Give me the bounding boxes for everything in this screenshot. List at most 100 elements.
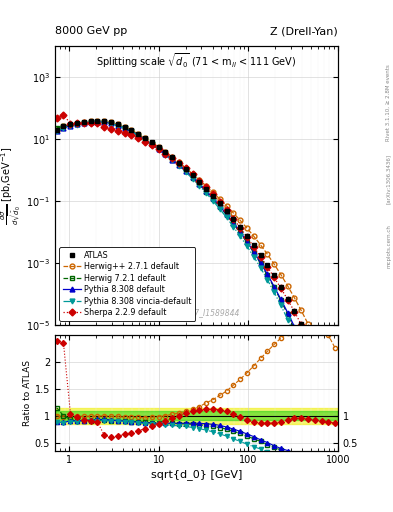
Line: Sherpa 2.2.9 default: Sherpa 2.2.9 default xyxy=(54,112,338,404)
Pythia 8.308 default xyxy=(319,387,324,393)
Herwig 7.2.1 default xyxy=(306,357,310,363)
Pythia 8.308 vincia-default xyxy=(61,125,66,131)
Sherpa 2.2.9 default xyxy=(265,264,270,270)
Herwig++ 2.7.1 default xyxy=(326,367,331,373)
Pythia 8.308 default xyxy=(306,354,310,360)
Sherpa 2.2.9 default xyxy=(163,151,168,157)
Sherpa 2.2.9 default xyxy=(68,121,73,127)
Herwig 7.2.1 default xyxy=(61,123,66,130)
Pythia 8.308 default xyxy=(299,338,303,345)
Herwig 7.2.1 default xyxy=(170,157,174,163)
Sherpa 2.2.9 default xyxy=(177,160,182,166)
Pythia 8.308 vincia-default xyxy=(326,417,331,423)
Pythia 8.308 vincia-default xyxy=(75,121,79,127)
Pythia 8.308 vincia-default xyxy=(258,265,263,271)
Herwig 7.2.1 default xyxy=(156,146,161,152)
Pythia 8.308 vincia-default xyxy=(272,289,276,295)
Pythia 8.308 vincia-default xyxy=(129,129,134,135)
Herwig 7.2.1 default xyxy=(285,311,290,317)
Pythia 8.308 default xyxy=(116,122,120,129)
Herwig++ 2.7.1 default xyxy=(136,131,141,137)
Herwig++ 2.7.1 default xyxy=(184,165,188,171)
Pythia 8.308 default xyxy=(170,157,174,163)
ATLAS xyxy=(163,149,168,155)
Herwig 7.2.1 default xyxy=(265,272,270,279)
Herwig++ 2.7.1 default xyxy=(177,159,182,165)
Pythia 8.308 default xyxy=(82,120,86,126)
Line: Herwig++ 2.7.1 default: Herwig++ 2.7.1 default xyxy=(54,119,338,391)
Herwig++ 2.7.1 default xyxy=(143,135,147,141)
Sherpa 2.2.9 default xyxy=(299,322,303,328)
Herwig++ 2.7.1 default xyxy=(170,154,174,160)
Pythia 8.308 default xyxy=(156,146,161,152)
Legend: ATLAS, Herwig++ 2.7.1 default, Herwig 7.2.1 default, Pythia 8.308 default, Pythi: ATLAS, Herwig++ 2.7.1 default, Herwig 7.… xyxy=(59,247,195,321)
ATLAS xyxy=(75,120,79,126)
Herwig++ 2.7.1 default xyxy=(333,386,338,392)
ATLAS xyxy=(231,216,236,222)
Pythia 8.308 default xyxy=(177,162,182,168)
Herwig 7.2.1 default xyxy=(244,239,249,245)
ATLAS xyxy=(333,396,338,402)
Sherpa 2.2.9 default xyxy=(136,135,141,141)
Herwig++ 2.7.1 default xyxy=(279,271,283,278)
Pythia 8.308 vincia-default xyxy=(279,302,283,308)
Line: Herwig 7.2.1 default: Herwig 7.2.1 default xyxy=(54,120,338,435)
Pythia 8.308 default xyxy=(211,195,215,201)
ATLAS xyxy=(88,118,93,124)
Herwig 7.2.1 default xyxy=(224,212,229,218)
Herwig++ 2.7.1 default xyxy=(312,335,317,342)
Herwig++ 2.7.1 default xyxy=(156,144,161,150)
Pythia 8.308 default xyxy=(184,168,188,174)
Herwig++ 2.7.1 default xyxy=(265,251,270,257)
Pythia 8.308 vincia-default xyxy=(333,437,338,443)
Pythia 8.308 vincia-default xyxy=(82,120,86,126)
Sherpa 2.2.9 default xyxy=(170,155,174,161)
Pythia 8.308 default xyxy=(197,181,202,187)
Herwig 7.2.1 default xyxy=(333,429,338,435)
Herwig 7.2.1 default xyxy=(75,121,79,127)
Sherpa 2.2.9 default xyxy=(156,146,161,152)
Bar xyxy=(55,412,338,420)
Herwig 7.2.1 default xyxy=(326,409,331,415)
ATLAS xyxy=(116,121,120,127)
Sherpa 2.2.9 default xyxy=(319,365,324,371)
Pythia 8.308 vincia-default xyxy=(238,233,242,239)
Pythia 8.308 vincia-default xyxy=(299,346,303,352)
Pythia 8.308 default xyxy=(265,271,270,277)
Herwig 7.2.1 default xyxy=(190,175,195,181)
Sherpa 2.2.9 default xyxy=(116,127,120,134)
Pythia 8.308 vincia-default xyxy=(116,123,120,129)
Sherpa 2.2.9 default xyxy=(82,120,86,126)
Herwig 7.2.1 default xyxy=(312,373,317,379)
Pythia 8.308 vincia-default xyxy=(285,316,290,323)
Pythia 8.308 vincia-default xyxy=(95,119,100,125)
Y-axis label: Ratio to ATLAS: Ratio to ATLAS xyxy=(23,360,32,426)
Sherpa 2.2.9 default xyxy=(129,132,134,138)
Sherpa 2.2.9 default xyxy=(238,225,242,231)
Sherpa 2.2.9 default xyxy=(61,112,66,118)
Pythia 8.308 vincia-default xyxy=(122,125,127,132)
Herwig++ 2.7.1 default xyxy=(217,196,222,202)
Herwig++ 2.7.1 default xyxy=(109,119,114,125)
Line: Pythia 8.308 default: Pythia 8.308 default xyxy=(54,119,338,430)
ATLAS xyxy=(224,208,229,214)
ATLAS xyxy=(312,349,317,355)
Pythia 8.308 default xyxy=(163,151,168,157)
ATLAS xyxy=(197,179,202,185)
Herwig 7.2.1 default xyxy=(68,122,73,129)
Pythia 8.308 default xyxy=(122,125,127,131)
Pythia 8.308 default xyxy=(61,125,66,131)
Pythia 8.308 vincia-default xyxy=(109,120,114,126)
Text: mcplots.cern.ch: mcplots.cern.ch xyxy=(386,224,391,268)
Herwig 7.2.1 default xyxy=(54,125,59,131)
Herwig++ 2.7.1 default xyxy=(68,121,73,127)
ATLAS xyxy=(326,379,331,386)
Pythia 8.308 default xyxy=(109,120,114,126)
Sherpa 2.2.9 default xyxy=(149,142,154,148)
Text: [arXiv:1306.3436]: [arXiv:1306.3436] xyxy=(386,154,391,204)
Pythia 8.308 vincia-default xyxy=(204,190,209,196)
Herwig 7.2.1 default xyxy=(197,181,202,187)
Herwig 7.2.1 default xyxy=(109,120,114,126)
Pythia 8.308 default xyxy=(272,284,276,290)
Sherpa 2.2.9 default xyxy=(333,398,338,404)
